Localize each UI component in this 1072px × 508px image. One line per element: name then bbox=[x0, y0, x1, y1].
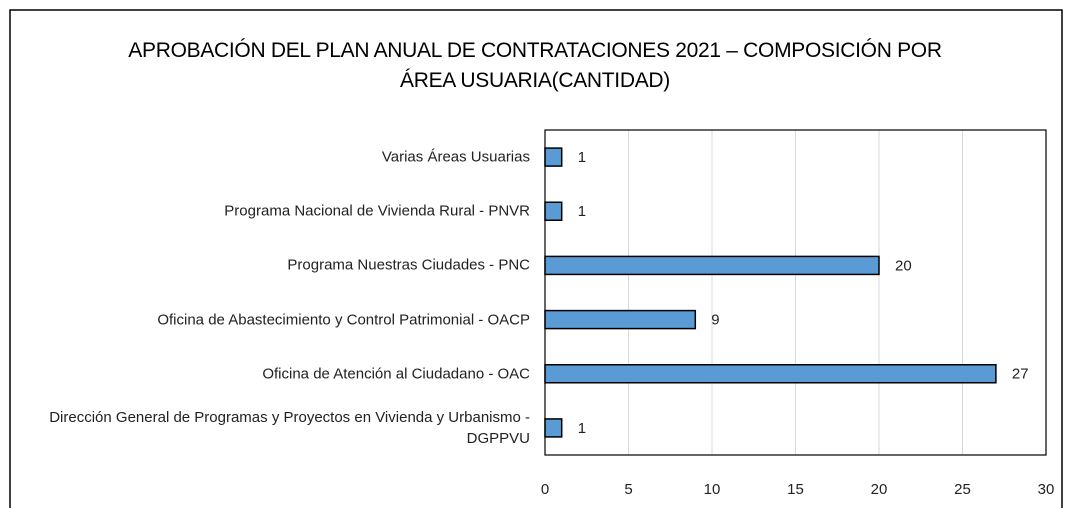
x-tick-label: 15 bbox=[787, 481, 804, 498]
x-tick-label: 25 bbox=[954, 481, 971, 498]
x-tick-label: 5 bbox=[624, 481, 632, 498]
data-label: 1 bbox=[578, 203, 586, 220]
x-tick-label: 20 bbox=[871, 481, 888, 498]
x-tick-label: 30 bbox=[1038, 481, 1055, 498]
plot-border bbox=[544, 129, 1047, 456]
bar bbox=[544, 147, 563, 167]
chart-title: APROBACIÓN DEL PLAN ANUAL DE CONTRATACIO… bbox=[128, 39, 942, 92]
y-tick-label: Oficina de Atención al Ciudadano - OAC bbox=[262, 365, 530, 383]
data-label: 1 bbox=[578, 420, 586, 437]
y-tick-label: Programa Nacional de Vivienda Rural - PN… bbox=[224, 202, 530, 220]
y-tick-label: Varias Áreas Usuarias bbox=[381, 148, 530, 166]
bar bbox=[544, 255, 880, 276]
y-tick-label: Dirección General de Programas y Proyect… bbox=[49, 408, 530, 447]
chart-border bbox=[9, 9, 1063, 508]
data-label: 27 bbox=[1012, 366, 1029, 383]
data-label: 1 bbox=[578, 149, 586, 166]
x-tick-label: 10 bbox=[704, 481, 721, 498]
bar bbox=[544, 364, 997, 384]
x-tick-label: 0 bbox=[541, 481, 549, 498]
bar bbox=[544, 201, 563, 221]
y-tick-label: Programa Nuestras Ciudades - PNC bbox=[287, 256, 530, 274]
bar bbox=[544, 309, 697, 330]
bar bbox=[544, 418, 563, 438]
data-label: 9 bbox=[711, 312, 719, 329]
data-label: 20 bbox=[895, 257, 912, 274]
y-tick-label: Oficina de Abastecimiento y Control Patr… bbox=[157, 311, 530, 329]
